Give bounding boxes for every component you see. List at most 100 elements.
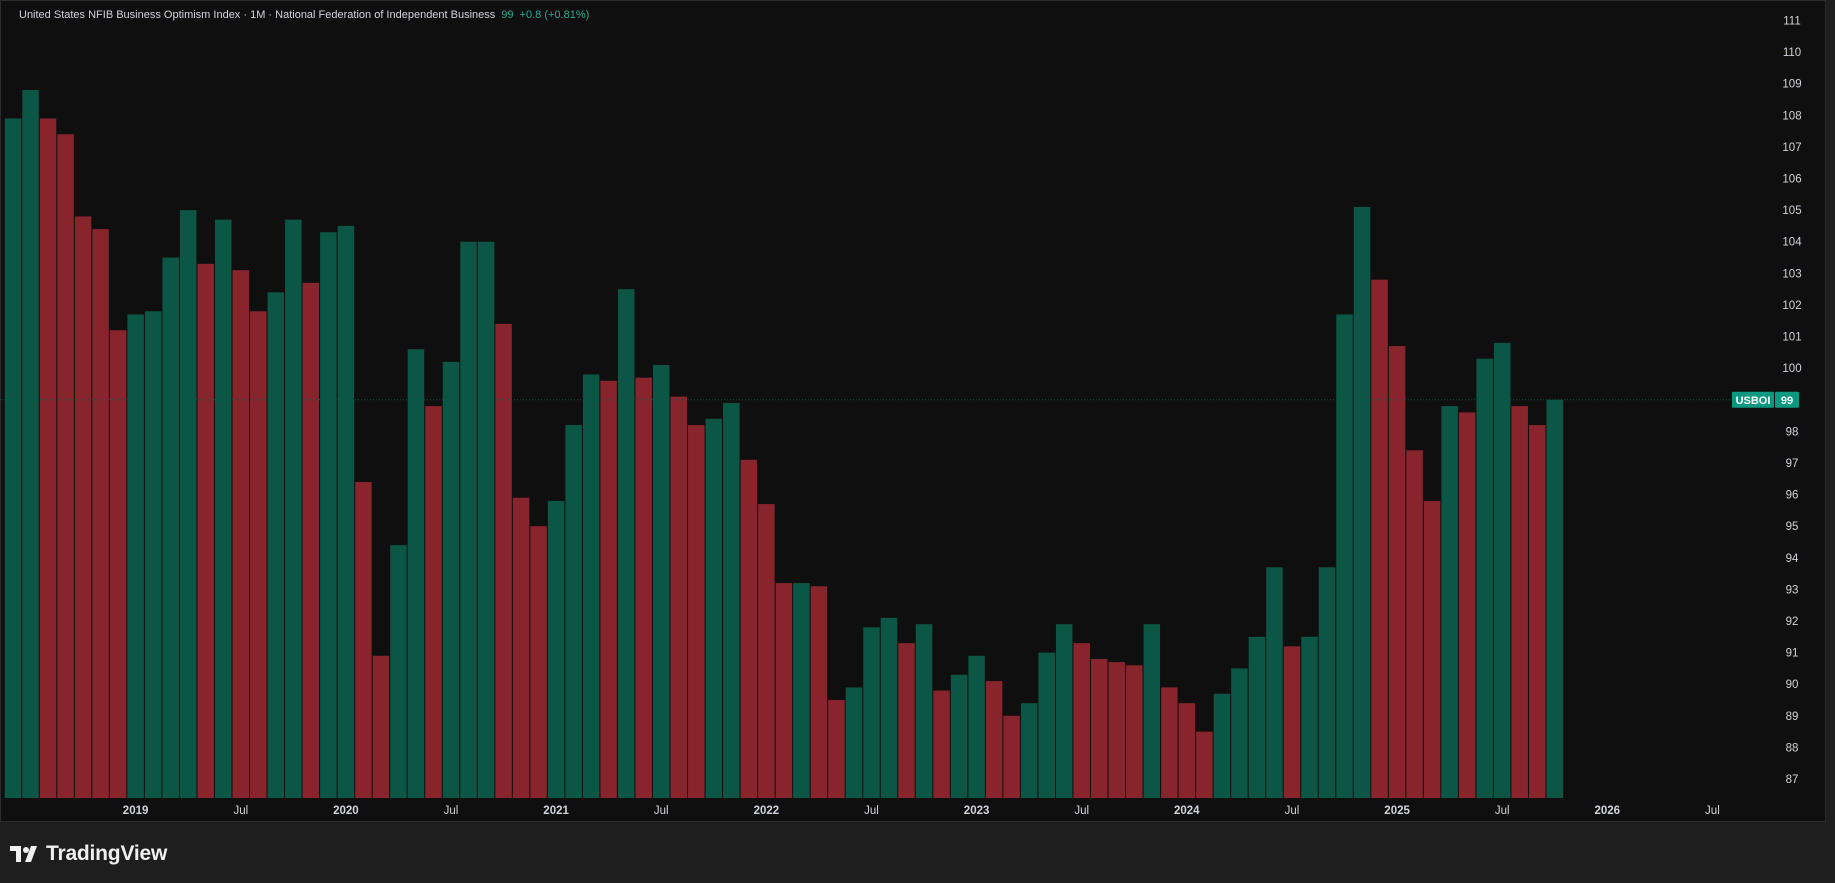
bar[interactable] [162, 257, 179, 798]
bar[interactable] [1126, 665, 1143, 798]
bar[interactable] [1423, 500, 1441, 798]
bar[interactable] [1266, 567, 1283, 798]
bar[interactable] [582, 374, 600, 798]
bar[interactable] [565, 425, 582, 798]
bar[interactable] [1301, 636, 1318, 798]
bar[interactable] [1231, 668, 1248, 798]
bar[interactable] [705, 418, 723, 798]
bar[interactable] [1476, 358, 1493, 798]
bar[interactable] [425, 406, 442, 798]
bar[interactable] [617, 289, 635, 798]
bar[interactable] [1371, 279, 1388, 798]
bar[interactable] [250, 311, 267, 798]
bar[interactable] [1406, 450, 1423, 798]
bar[interactable] [547, 500, 565, 798]
chart-legend[interactable]: United States NFIB Business Optimism Ind… [19, 9, 589, 21]
bar[interactable] [758, 504, 775, 798]
y-tick-label: 110 [1783, 47, 1801, 59]
bar[interactable] [442, 361, 460, 798]
bar[interactable] [1020, 703, 1038, 798]
bar[interactable] [1511, 406, 1528, 798]
y-tick-label: 100 [1782, 363, 1801, 375]
bar[interactable] [1196, 731, 1213, 798]
bar[interactable] [950, 674, 968, 798]
bar[interactable] [1090, 658, 1108, 798]
bar[interactable] [512, 497, 530, 798]
bar[interactable] [1458, 412, 1476, 798]
bar[interactable] [1318, 567, 1336, 798]
bar[interactable] [320, 232, 337, 799]
bar[interactable] [810, 586, 828, 798]
bar[interactable] [109, 330, 127, 798]
bar[interactable] [652, 364, 670, 798]
bar[interactable] [863, 627, 880, 798]
bar[interactable] [1073, 643, 1090, 798]
tradingview-branding[interactable]: TradingView [10, 838, 167, 870]
bar[interactable] [390, 545, 407, 798]
bar[interactable] [1528, 425, 1546, 798]
bar[interactable] [302, 282, 320, 798]
bar[interactable] [39, 118, 57, 798]
bar[interactable] [1055, 624, 1073, 798]
bar[interactable] [1038, 652, 1055, 798]
bar[interactable] [898, 643, 915, 798]
bar[interactable] [1546, 399, 1564, 798]
bar[interactable] [1283, 646, 1301, 798]
chart-area[interactable]: 87 88 89 90 91 92 93 94 95 96 97 98 100 101 102 103 104 1… [0, 0, 1826, 822]
bar[interactable] [530, 526, 547, 798]
y-tick-label: 89 [1786, 711, 1799, 723]
bar[interactable] [915, 624, 933, 798]
bar[interactable] [880, 617, 898, 798]
bar[interactable] [1108, 662, 1126, 798]
bar[interactable] [1248, 636, 1266, 798]
bar[interactable] [933, 690, 950, 798]
bar[interactable] [1003, 715, 1020, 798]
bar[interactable] [92, 229, 109, 798]
bar[interactable] [1493, 342, 1511, 798]
bar[interactable] [793, 583, 810, 798]
bar[interactable] [22, 90, 39, 798]
bar[interactable] [285, 219, 302, 799]
bar[interactable] [1353, 206, 1371, 798]
bar[interactable] [723, 402, 740, 798]
bar[interactable] [845, 687, 863, 798]
bar[interactable] [460, 241, 477, 799]
bar[interactable] [214, 219, 232, 799]
bar[interactable] [985, 681, 1003, 798]
bar[interactable] [477, 241, 495, 799]
bar[interactable] [1441, 406, 1458, 798]
bar[interactable] [635, 377, 652, 798]
bar[interactable] [1178, 703, 1196, 798]
bar[interactable] [968, 655, 985, 798]
bar[interactable] [407, 349, 425, 798]
bar[interactable] [670, 396, 688, 798]
bar[interactable] [337, 225, 355, 799]
bar[interactable] [688, 425, 705, 798]
bar[interactable] [197, 263, 214, 799]
bar[interactable] [1388, 346, 1406, 798]
bar[interactable] [57, 134, 74, 798]
bar[interactable] [127, 314, 144, 798]
bar[interactable] [1143, 624, 1161, 798]
bar[interactable] [267, 292, 285, 798]
bar[interactable] [740, 459, 758, 798]
bar[interactable] [372, 655, 390, 798]
bar[interactable] [144, 311, 162, 798]
bar[interactable] [232, 270, 250, 798]
time-axis[interactable]: 2019 Jul 2020 Jul 2021 Jul 2022 Jul 2023 Jul 2024 J… [123, 805, 1720, 817]
bar[interactable] [355, 481, 372, 798]
bar[interactable] [1213, 693, 1231, 798]
bar[interactable] [600, 380, 617, 798]
bar[interactable] [1161, 687, 1178, 798]
bar[interactable] [775, 583, 793, 798]
price-axis[interactable]: 87 88 89 90 91 92 93 94 95 96 97 98 100 101 102 103 104 1… [1782, 16, 1802, 787]
bar[interactable] [1336, 314, 1353, 798]
bar[interactable] [4, 118, 22, 798]
x-tick-label: Jul [864, 805, 879, 817]
bar[interactable] [179, 210, 197, 798]
bar[interactable] [495, 323, 512, 798]
bar[interactable] [828, 700, 845, 798]
bar-chart[interactable]: 87 88 89 90 91 92 93 94 95 96 97 98 100 101 102 103 104 1… [1, 1, 1827, 823]
bar[interactable] [74, 216, 92, 798]
x-tick-label: 2019 [123, 805, 149, 817]
